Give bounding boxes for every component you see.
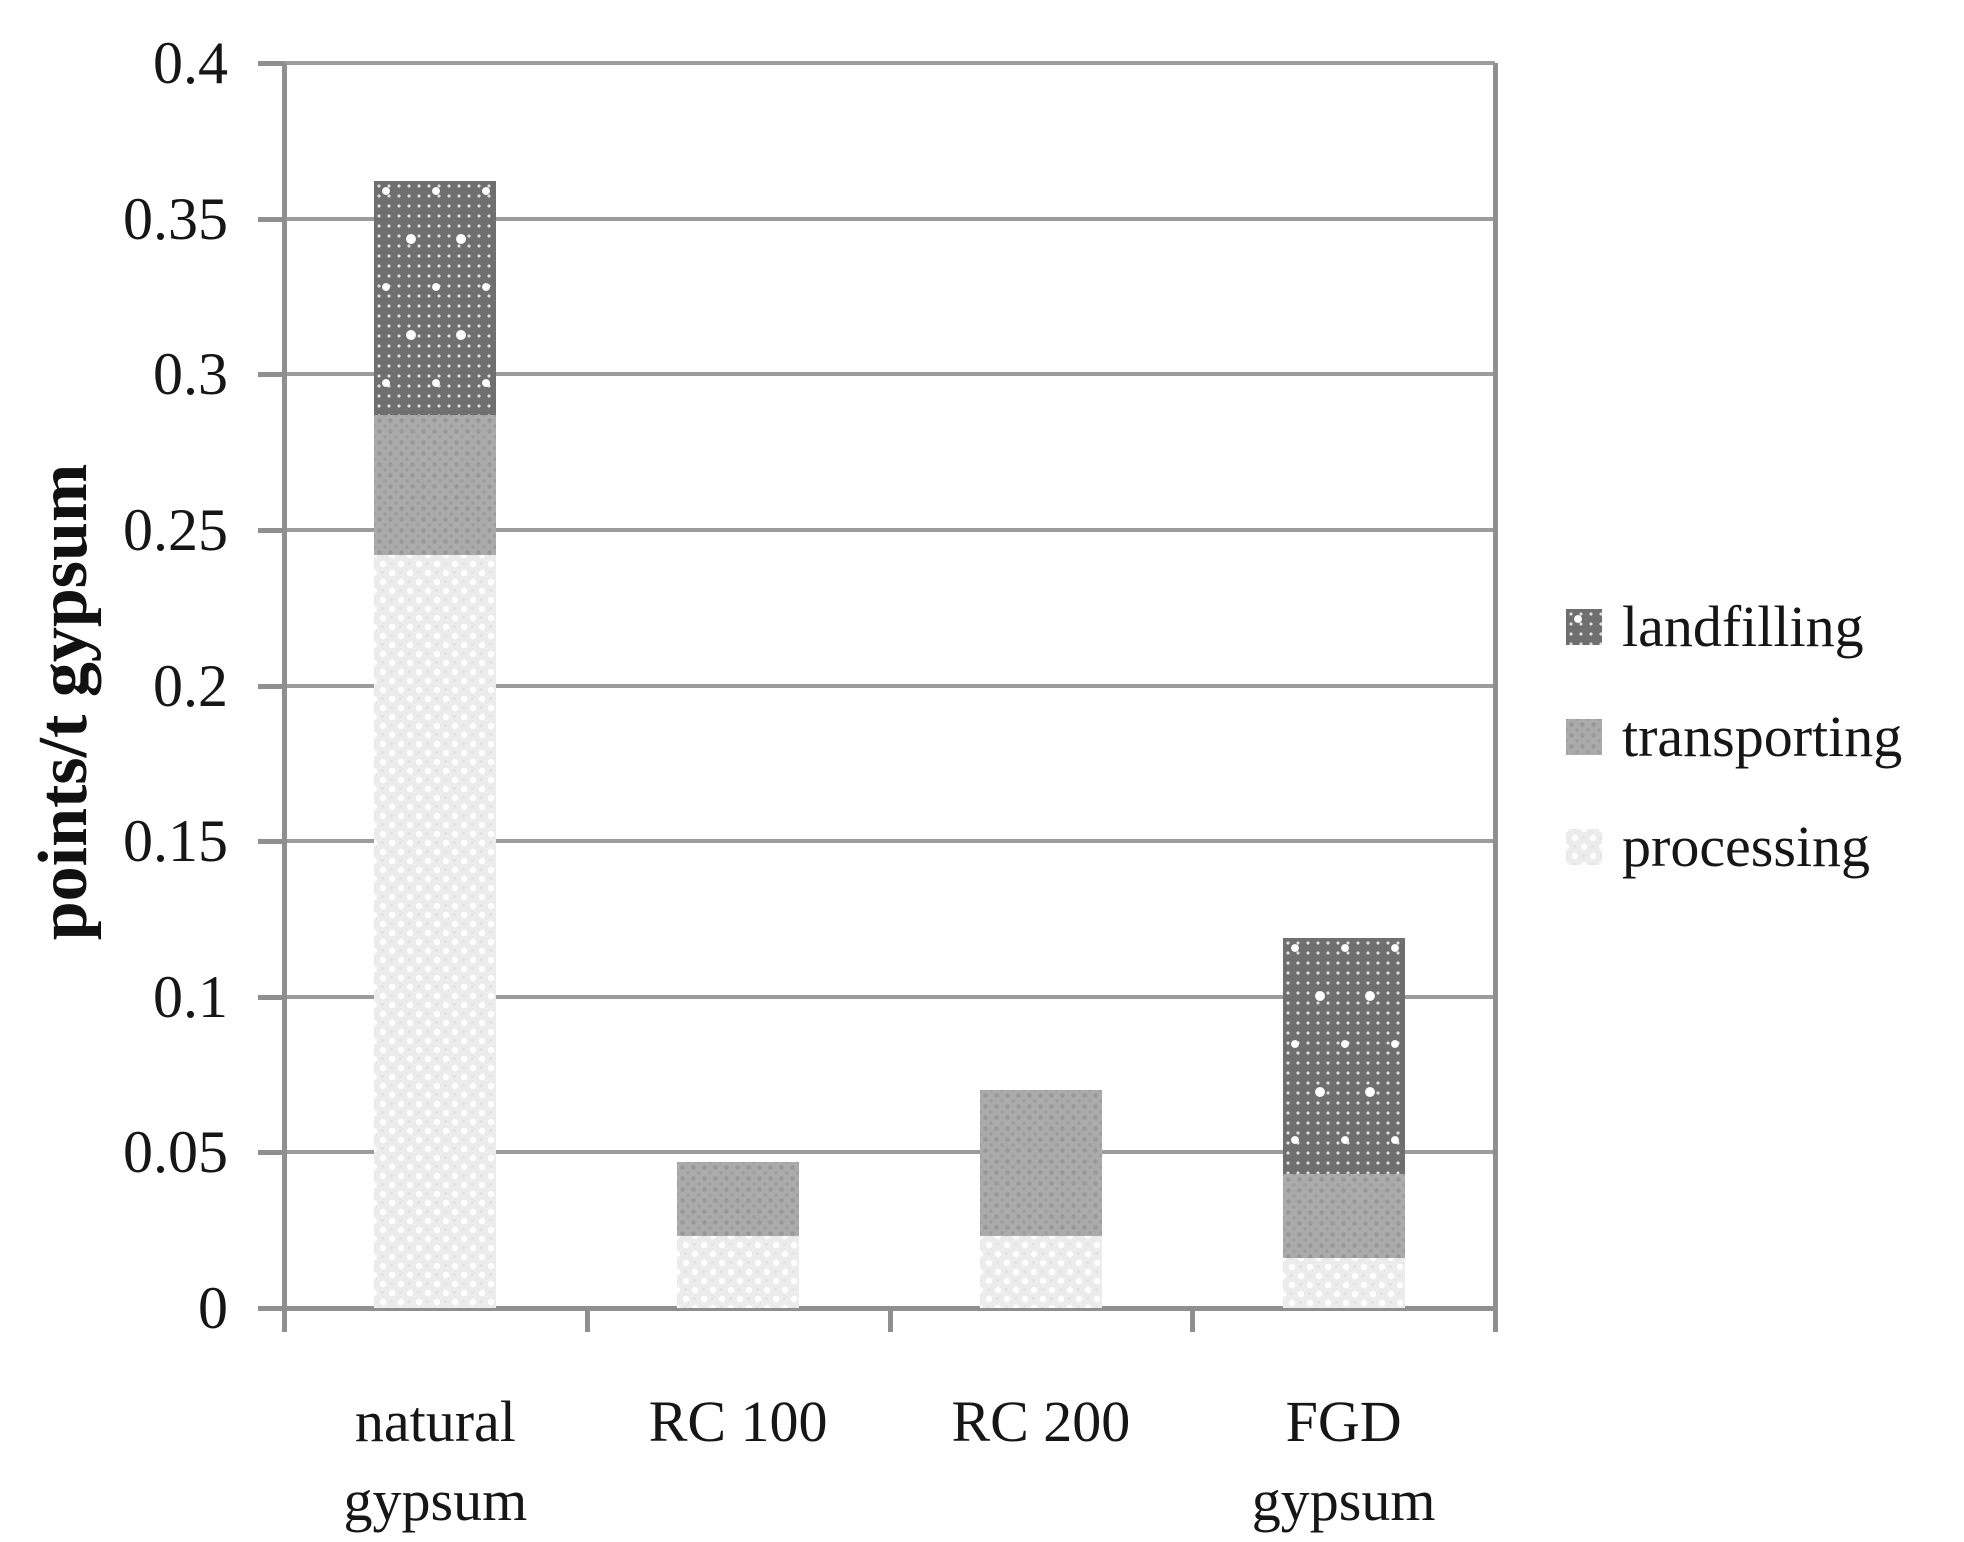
- y-tick-label: 0.15: [123, 808, 228, 875]
- bar-segment-processing: [1282, 1258, 1405, 1308]
- y-tick-label: 0.1: [153, 963, 228, 1030]
- y-axis-tick: [258, 216, 284, 222]
- y-axis-line: [282, 63, 287, 1332]
- x-category-label-line: gypsum: [343, 1468, 528, 1533]
- x-category-label-line: FGD: [1285, 1389, 1402, 1454]
- gridline: [284, 216, 1495, 221]
- legend-swatch-processing: [1566, 829, 1602, 865]
- x-category-label-line: natural: [354, 1389, 516, 1454]
- x-category-label: RC 200: [890, 1382, 1192, 1461]
- gridline: [284, 61, 1495, 65]
- x-category-label: natural gypsum: [284, 1382, 586, 1540]
- legend-item-transporting: transporting: [1566, 705, 1902, 769]
- bar-segment-transporting: [677, 1161, 800, 1237]
- y-tick-label: 0.25: [123, 496, 228, 563]
- x-axis-tick: [887, 1308, 893, 1332]
- x-category-label: FGD gypsum: [1193, 1382, 1495, 1540]
- bar-segment-transporting: [1282, 1174, 1405, 1259]
- y-axis-tick: [258, 1150, 284, 1156]
- bar-segment-landfilling: [1282, 937, 1405, 1175]
- y-axis-tick: [258, 61, 284, 66]
- legend-label: processing: [1622, 814, 1871, 879]
- gridline: [284, 372, 1495, 377]
- x-category-label-line: RC 100: [648, 1389, 828, 1454]
- y-tick-label: 0.2: [153, 652, 228, 719]
- y-axis-tick: [258, 683, 284, 689]
- bar-segment-processing: [979, 1236, 1102, 1308]
- legend-swatch-transporting: [1566, 719, 1602, 755]
- right-axis-line: [1493, 63, 1498, 1332]
- y-axis-tick: [258, 1306, 284, 1311]
- y-axis-tick: [258, 527, 284, 533]
- bar-segment-processing: [677, 1236, 800, 1308]
- legend-item-processing: processing: [1566, 815, 1870, 879]
- bar-segment-processing: [374, 554, 497, 1308]
- y-tick-label: 0.35: [123, 185, 228, 252]
- legend-item-landfilling: landfilling: [1566, 595, 1864, 659]
- gridline: [284, 683, 1495, 688]
- x-axis-tick: [1190, 1308, 1196, 1332]
- bar-segment-transporting: [374, 414, 497, 555]
- y-axis-tick: [258, 839, 284, 845]
- y-tick-label: 0.4: [153, 30, 228, 96]
- x-axis-tick: [584, 1308, 590, 1332]
- y-tick-label: 0.3: [153, 341, 228, 408]
- bar-segment-landfilling: [374, 181, 497, 415]
- legend-label: landfilling: [1622, 594, 1864, 659]
- x-category-label-line: gypsum: [1251, 1468, 1436, 1533]
- y-tick-label: 0: [198, 1275, 228, 1341]
- y-tick-label: 0.05: [123, 1119, 228, 1186]
- legend-swatch-landfilling: [1566, 609, 1602, 645]
- gridline: [284, 1150, 1495, 1155]
- x-category-label: RC 100: [587, 1382, 889, 1461]
- x-category-label-line: RC 200: [951, 1389, 1131, 1454]
- gridline: [284, 527, 1495, 532]
- gridline: [284, 839, 1495, 844]
- legend-label: transporting: [1622, 704, 1903, 769]
- gridline: [284, 994, 1495, 999]
- y-axis-tick: [258, 372, 284, 378]
- y-axis-tick: [258, 994, 284, 1000]
- bar-segment-transporting: [979, 1090, 1102, 1237]
